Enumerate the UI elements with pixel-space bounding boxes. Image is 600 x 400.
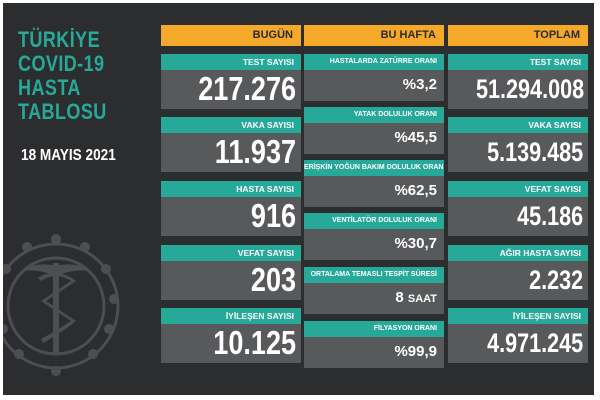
card-label: HASTA SAYISI: [161, 181, 301, 197]
card-value: 11.937: [214, 133, 297, 170]
card-label: AĞIR HASTA SAYISI: [448, 245, 588, 261]
card-label: ERİŞKİN YOĞUN BAKIM DOLULUK ORANI: [304, 160, 444, 176]
card-value-row: 8 SAAT: [304, 283, 444, 314]
card-label: VEFAT SAYISI: [161, 245, 301, 261]
week-header: BU HAFTA: [304, 25, 444, 46]
card-value: %30,7: [394, 235, 437, 252]
week-filiation-card: FİLYASYON ORANI %99,9: [304, 321, 444, 368]
today-case-card: VAKA SAYISI 11.937: [161, 117, 301, 172]
title-line: HASTA: [18, 75, 81, 100]
today-death-card: VEFAT SAYISI 203: [161, 245, 301, 300]
card-label: VEFAT SAYISI: [448, 181, 588, 197]
page-title: TÜRKİYE COVID-19 HASTA TABLOSU: [18, 28, 107, 124]
week-pneumonia-card: HASTALARDA ZATÜRRE ORANI %3,2: [304, 54, 444, 101]
total-death-card: VEFAT SAYISI 45.186: [448, 181, 588, 236]
card-label: HASTALARDA ZATÜRRE ORANI: [304, 54, 444, 70]
today-test-card: TEST SAYISI 217.276: [161, 54, 301, 109]
ministry-of-health-emblem-icon: [3, 234, 120, 376]
card-value: 8: [395, 289, 404, 306]
total-case-card: VAKA SAYISI 5.139.485: [448, 117, 588, 172]
today-header: BUGÜN: [161, 25, 301, 46]
card-label: FİLYASYON ORANI: [304, 321, 444, 337]
card-value: 10.125: [213, 324, 297, 361]
card-value: %45,5: [394, 129, 437, 146]
today-column: BUGÜN TEST SAYISI 217.276 VAKA SAYISI 11…: [161, 25, 301, 363]
card-value: 4.971.245: [487, 328, 584, 358]
today-patient-card: HASTA SAYISI 916: [161, 181, 301, 236]
card-label: ORTALAMA TEMASLI TESPİT SÜRESİ: [304, 267, 444, 283]
card-value: 45.186: [517, 201, 584, 231]
card-label: VAKA SAYISI: [448, 117, 588, 133]
title-line: TÜRKİYE: [18, 27, 101, 52]
card-value: %99,9: [394, 343, 437, 360]
card-value: %3,2: [402, 76, 437, 93]
week-bed-card: YATAK DOLULUK ORANI %45,5: [304, 107, 444, 154]
card-value: 5.139.485: [487, 137, 584, 167]
covid-table-panel: TÜRKİYE COVID-19 HASTA TABLOSU 18 MAYIS …: [3, 3, 594, 395]
week-contact-time-card: ORTALAMA TEMASLI TESPİT SÜRESİ 8 SAAT: [304, 267, 444, 314]
card-label: TEST SAYISI: [161, 54, 301, 70]
total-test-card: TEST SAYISI 51.294.008: [448, 54, 588, 109]
total-recovered-card: İYİLEŞEN SAYISI 4.971.245: [448, 308, 588, 363]
total-column: TOPLAM TEST SAYISI 51.294.008 VAKA SAYIS…: [448, 25, 588, 363]
total-header: TOPLAM: [448, 25, 588, 46]
week-icu-card: ERİŞKİN YOĞUN BAKIM DOLULUK ORANI %62,5: [304, 160, 444, 207]
today-recovered-card: İYİLEŞEN SAYISI 10.125: [161, 308, 301, 363]
card-label: İYİLEŞEN SAYISI: [161, 308, 301, 324]
card-value: 916: [250, 197, 297, 234]
card-unit: SAAT: [407, 293, 437, 305]
card-value: 51.294.008: [476, 74, 585, 104]
report-date: 18 MAYIS 2021: [21, 147, 116, 164]
card-value: 203: [250, 261, 297, 298]
card-label: VAKA SAYISI: [161, 117, 301, 133]
week-ventilator-card: VENTİLATÖR DOLULUK ORANI %30,7: [304, 213, 444, 260]
title-line: COVID-19: [18, 51, 105, 76]
card-label: VENTİLATÖR DOLULUK ORANI: [304, 213, 444, 229]
card-label: İYİLEŞEN SAYISI: [448, 308, 588, 324]
week-column: BU HAFTA HASTALARDA ZATÜRRE ORANI %3,2 Y…: [304, 25, 444, 368]
card-label: TEST SAYISI: [448, 54, 588, 70]
total-severe-card: AĞIR HASTA SAYISI 2.232: [448, 245, 588, 300]
card-label: YATAK DOLULUK ORANI: [304, 107, 444, 123]
title-line: TABLOSU: [18, 99, 107, 124]
card-value: 217.276: [198, 70, 297, 107]
card-value: %62,5: [394, 182, 437, 199]
card-value: 2.232: [529, 265, 584, 295]
